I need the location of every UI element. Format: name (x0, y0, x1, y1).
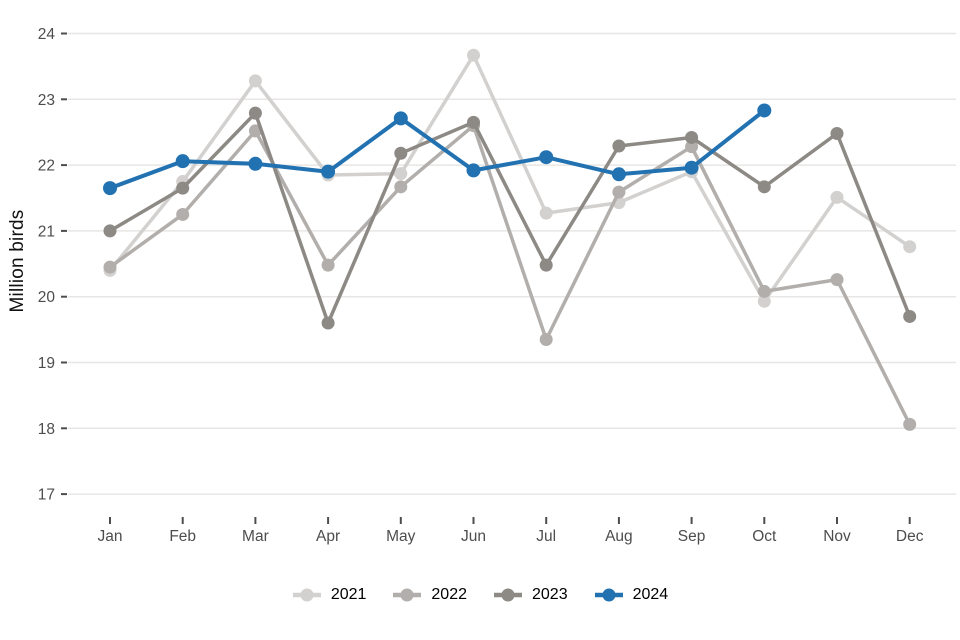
series-2021 (103, 48, 917, 308)
data-point-2022-aug (612, 185, 626, 199)
data-point-2024-jan (103, 181, 117, 196)
y-tick-label: 18 (38, 421, 55, 438)
series-line-2024 (108, 108, 767, 191)
x-tick-label-nov: Nov (823, 528, 851, 545)
data-point-2022-jan (103, 260, 117, 274)
data-point-2023-jan (103, 224, 117, 238)
data-point-2023-aug (612, 139, 626, 153)
data-point-2023-may (394, 146, 408, 160)
data-point-2024-aug (611, 167, 626, 182)
data-point-2023-dec (903, 309, 917, 323)
data-point-2023-jun (467, 115, 480, 129)
legend-item-2023: 2023 (493, 586, 568, 604)
y-tick-label: 24 (38, 26, 56, 43)
legend-label-2021: 2021 (330, 586, 367, 603)
x-tick-label-oct: Oct (752, 528, 777, 545)
data-point-2021-oct (757, 294, 771, 308)
data-point-2024-mar (248, 156, 263, 171)
y-tick-label: 23 (38, 92, 55, 109)
x-tick-label-jan: Jan (98, 528, 123, 545)
data-point-2024-may (393, 111, 408, 126)
data-point-2022-feb (176, 207, 190, 221)
data-point-2023-sep (685, 130, 699, 144)
data-point-2024-jul (539, 150, 554, 165)
data-point-2024-apr (321, 164, 336, 179)
series-2022 (103, 119, 917, 431)
x-tick-label-dec: Dec (896, 528, 924, 545)
data-point-2022-jul (539, 332, 553, 346)
series-2023 (103, 106, 917, 330)
x-tick-label-sep: Sep (678, 528, 706, 545)
data-point-2022-oct (757, 284, 771, 298)
data-point-2021-mar (248, 74, 262, 88)
legend-label-2023: 2023 (532, 586, 568, 603)
data-point-2021-jun (467, 48, 480, 62)
y-tick-label: 17 (38, 487, 55, 504)
legend-item-2021: 2021 (292, 586, 367, 604)
data-point-2023-apr (321, 316, 335, 330)
legend-key-icon (594, 588, 623, 602)
data-point-2023-jul (539, 258, 553, 272)
x-tick-label-aug: Aug (605, 528, 633, 545)
data-point-2024-oct (757, 103, 772, 118)
x-tick-label-feb: Feb (169, 528, 196, 545)
data-point-2022-nov (830, 273, 844, 287)
data-point-2024-sep (684, 160, 699, 175)
series-line-2021 (108, 53, 912, 304)
data-point-2023-feb (176, 181, 190, 195)
data-point-2024-feb (175, 154, 190, 169)
y-tick-label: 21 (38, 223, 55, 240)
legend-key-icon (494, 588, 522, 602)
data-point-2024-jun (466, 163, 481, 178)
data-point-2021-nov (830, 190, 844, 204)
data-point-2022-sep (685, 140, 699, 154)
x-tick-label-may: May (386, 528, 416, 545)
y-axis-title: Million birds (7, 209, 28, 313)
series-line-2022 (108, 123, 912, 427)
series-2024 (103, 103, 772, 196)
data-point-2022-may (394, 180, 408, 194)
legend-key-icon (393, 588, 422, 602)
data-point-2022-apr (321, 258, 335, 272)
legend-label-2022: 2022 (431, 586, 467, 603)
line-chart: 17 18 19 20 21 22 23 24 Jan Feb Mar Apr May Jun Jul Aug… (38, 26, 956, 545)
x-tick-label-jun: Jun (461, 528, 486, 545)
legend-label-2024: 2024 (632, 586, 669, 603)
series-line-2023 (108, 111, 912, 325)
x-tick-label-jul: Jul (536, 528, 556, 545)
legend-item-2024: 2024 (594, 586, 669, 604)
data-point-2021-jul (539, 206, 553, 220)
data-point-2023-oct (757, 180, 771, 194)
y-tick-label: 20 (38, 289, 56, 306)
y-tick-label: 22 (38, 158, 55, 175)
legend-key-icon (292, 588, 321, 602)
data-point-2022-dec (903, 417, 917, 431)
x-tick-label-apr: Apr (316, 528, 340, 545)
x-tick-label-mar: Mar (242, 528, 269, 545)
legend-item-2022: 2022 (392, 586, 467, 604)
y-tick-label: 19 (38, 355, 55, 372)
data-point-2023-mar (248, 106, 262, 120)
data-point-2023-nov (830, 127, 844, 141)
chart-legend: 2021 2022 2023 2024 (0, 586, 960, 604)
data-point-2021-may (394, 167, 408, 181)
data-point-2021-dec (903, 240, 917, 254)
